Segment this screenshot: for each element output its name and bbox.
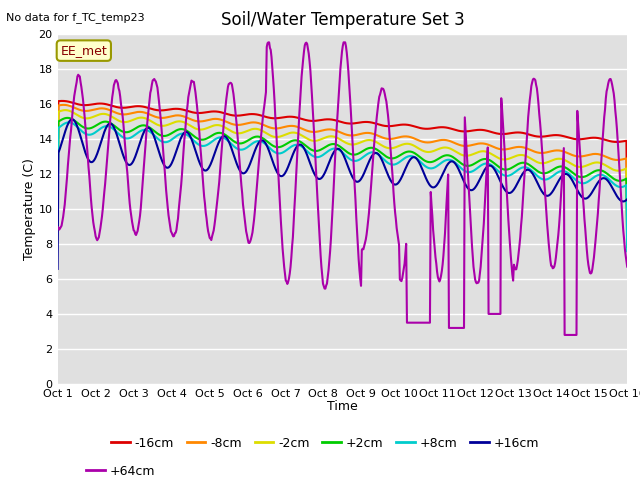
Y-axis label: Temperature (C): Temperature (C): [23, 158, 36, 260]
Legend: +64cm: +64cm: [81, 460, 160, 480]
Text: EE_met: EE_met: [60, 44, 107, 57]
Title: Soil/Water Temperature Set 3: Soil/Water Temperature Set 3: [221, 11, 464, 29]
Text: No data for f_TC_temp23: No data for f_TC_temp23: [6, 12, 145, 23]
X-axis label: Time: Time: [327, 400, 358, 413]
